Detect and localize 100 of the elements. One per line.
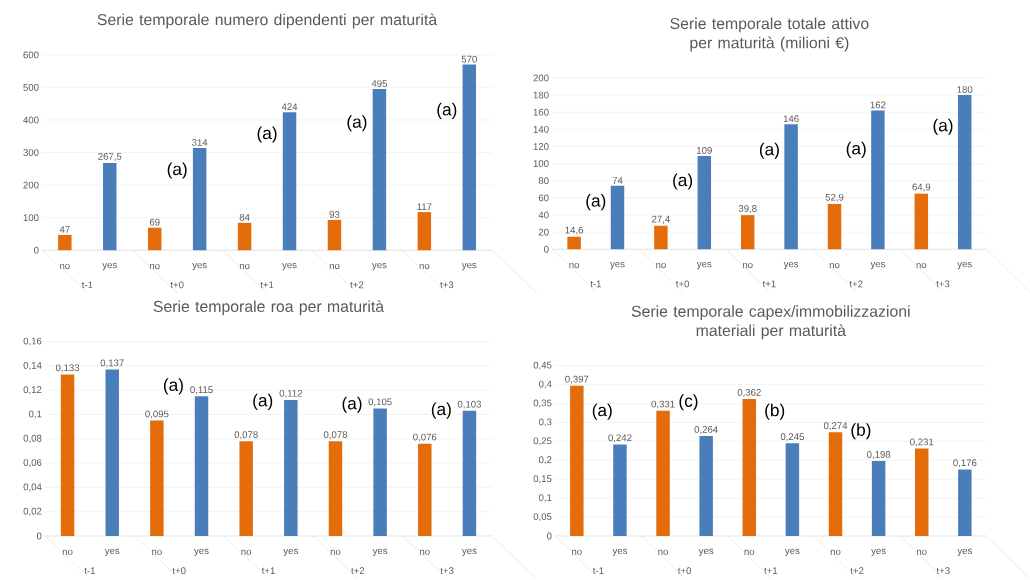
x-tick-label: t+0 [677,567,692,574]
data-label: 0,112 [279,389,302,398]
y-tick-label: 140 [533,125,549,133]
y-tick-label: 300 [23,148,39,156]
data-label: 47 [59,226,70,233]
bar [610,185,625,250]
data-label: 267,5 [98,152,122,161]
x-tick-label: t+0 [675,280,690,288]
text: no [330,549,341,555]
data-label: 0,076 [413,433,437,442]
x-tick-label: t+3 [936,280,950,288]
text: no [419,263,430,270]
text: no [658,549,668,555]
x-tick-label: t+2 [850,567,864,574]
bar [742,398,757,536]
data-label: 0,115 [190,386,213,395]
x-tick-label: t+2 [350,281,364,289]
y-tick-label: 200 [533,74,549,82]
annotation: (a) [167,162,187,179]
annotation: (b) [851,423,871,440]
data-label: 0,133 [55,364,80,373]
bar [828,432,843,536]
data-label: 84 [239,213,250,221]
bar [103,162,117,251]
data-label: 0,397 [565,375,589,384]
text: yes [194,548,209,556]
chart-title: Serie temporale totale attivo per maturità (milioni €) [670,17,869,52]
bar [871,110,885,250]
y-tick-label: 180 [533,91,549,99]
text: yes [461,262,477,270]
x-tick-label: t+1 [762,280,776,288]
y-tick-label: 0 [34,246,39,254]
bar [784,124,798,250]
data-label: 0,176 [953,459,977,468]
bar [150,420,164,536]
annotation: (b) [765,403,785,420]
data-label: 570 [461,55,477,63]
text: no [420,549,430,555]
y-tick-label: 200 [23,181,39,189]
data-label: 0,137 [100,359,124,368]
annotation: (a) [253,393,273,410]
text: no [744,549,755,555]
x-tick-label: t+3 [936,567,950,574]
bar [327,219,342,251]
annotation: (a) [673,173,693,190]
bar [613,444,627,536]
x-tick-label: t+3 [440,567,454,574]
data-label: 0,078 [323,431,348,439]
bar [827,203,842,250]
data-label: 162 [870,101,886,109]
chart-title: Serie temporale numero dipendenti per maturità [97,13,438,29]
bar [462,410,477,536]
text: no [917,549,927,555]
x-tick-label: t+3 [440,281,454,289]
bar [105,369,119,536]
data-label: 52,9 [825,193,844,202]
y-tick-label: 80 [538,177,549,184]
data-label: 93 [329,210,340,218]
y-tick-label: 0,04 [23,483,42,492]
text: no [656,262,666,269]
y-tick-label: 0,3 [538,418,552,427]
text: yes [698,548,714,556]
bar [192,147,207,251]
bar [699,435,713,536]
data-label: 0,362 [737,388,761,397]
text: no [241,549,252,555]
text: yes [871,548,886,556]
data-label: 74 [612,177,623,184]
data-label: 14,6 [565,226,584,235]
annotation: (a) [592,403,612,420]
y-tick-label: 20 [538,228,549,236]
data-label: 69 [149,218,160,226]
x-tick-label: t-1 [592,567,604,574]
bar [328,441,343,536]
y-tick-label: 160 [533,108,549,116]
bar [239,441,253,536]
data-label: 0,105 [368,398,392,407]
y-tick-label: 0,1 [538,494,552,502]
series-label: yes [283,548,298,556]
x-tick-label: t+1 [261,567,275,574]
y-tick-label: 0,14 [23,361,42,370]
annotation: (a) [163,378,183,395]
bar [915,448,929,536]
x-tick-label: t+0 [172,567,186,574]
x-tick-label: t-1 [84,567,96,574]
series-label: no [569,262,580,269]
data-label: 117 [417,203,432,210]
annotation: (a) [257,126,277,143]
text: no [150,263,160,270]
y-tick-label: 0,35 [533,399,552,408]
y-tick-label: 0,08 [23,434,42,443]
bar [697,155,712,250]
bar [871,460,886,536]
annotation: (a) [431,402,451,419]
bar [417,211,432,251]
annotation: (a) [759,142,779,159]
data-label: 39,8 [738,204,757,213]
series-label: yes [192,262,207,270]
text: yes [371,262,387,270]
data-label: 0,242 [608,434,632,443]
